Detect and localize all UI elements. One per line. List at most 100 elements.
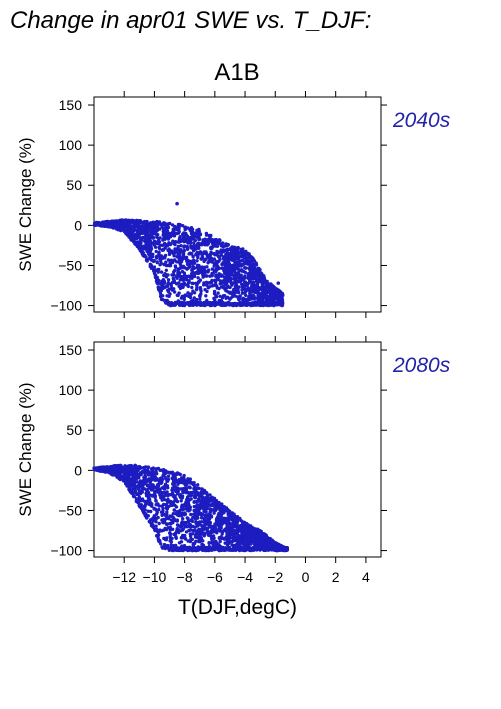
scatter-point <box>194 271 199 275</box>
scatter-point <box>162 273 166 278</box>
scatter-point <box>159 270 164 274</box>
scatter-point <box>233 249 237 253</box>
scatter-point <box>239 276 243 280</box>
scatter-point <box>214 294 218 298</box>
scatter-point <box>251 257 255 261</box>
scatter-point <box>190 271 194 276</box>
scatter-point <box>127 220 132 224</box>
scatter-point <box>164 268 168 272</box>
scatter-point <box>203 243 207 247</box>
scatter-point <box>236 265 240 269</box>
scatter-point <box>264 301 269 305</box>
scatter-point <box>186 301 191 305</box>
y-tick-label: −100 <box>50 298 82 314</box>
scatter-point <box>204 274 208 278</box>
scatter-point <box>221 545 225 550</box>
scatter-point <box>200 256 205 261</box>
scatter-point <box>234 279 238 283</box>
scatter-point <box>141 246 146 250</box>
scatter-point <box>204 280 209 284</box>
scatter-point <box>161 468 166 472</box>
scatter-point <box>190 281 194 285</box>
scatter-point <box>133 219 137 223</box>
scatter-point <box>144 240 148 244</box>
scatter-point <box>215 249 219 254</box>
scatter-point <box>114 226 118 230</box>
y-tick-label: −50 <box>58 502 82 518</box>
scatter-point <box>176 268 180 272</box>
scatter-point <box>153 245 158 249</box>
scatter-point <box>220 262 224 267</box>
scatter-point <box>228 276 233 280</box>
scatter-point <box>205 254 210 258</box>
scatter-point <box>204 257 208 261</box>
scatter-point <box>198 539 202 544</box>
scatter-point <box>271 289 276 293</box>
scatter-point <box>228 267 232 271</box>
scatter-point <box>129 463 133 468</box>
scatter-point <box>164 273 169 277</box>
scatter-point <box>150 266 154 270</box>
scatter-point <box>123 220 127 224</box>
scatter-point <box>176 231 181 235</box>
scatter-point <box>174 536 178 540</box>
scatter-point <box>186 266 190 270</box>
scatter-point <box>250 276 255 280</box>
scatter-point <box>256 285 260 289</box>
scatter-point <box>276 295 281 299</box>
scatter-point <box>136 230 140 235</box>
scatter-point <box>244 266 248 270</box>
scatter-point <box>161 229 165 234</box>
scatter-point <box>214 273 218 277</box>
x-tick-label: 4 <box>362 569 370 585</box>
scatter-point <box>151 523 155 527</box>
scatter-point <box>181 517 185 521</box>
scatter-point <box>204 231 209 236</box>
scatter-point <box>242 250 246 255</box>
scatter-point <box>152 507 156 511</box>
scatter-point <box>169 231 173 236</box>
scatter-point <box>221 302 225 306</box>
scatter-point <box>222 286 226 290</box>
scatter-point <box>232 287 236 292</box>
scatter-point <box>150 504 154 508</box>
scatter-point <box>234 536 238 540</box>
scatter-point <box>146 473 151 477</box>
scatter-point <box>181 285 185 289</box>
scatter-point <box>219 253 223 257</box>
scatter-point <box>189 292 193 296</box>
scatter-point <box>210 278 214 283</box>
scatter-point <box>183 525 187 529</box>
scatter-point <box>178 494 182 498</box>
scatter-point <box>188 539 193 544</box>
scatter-point <box>237 262 241 266</box>
scatter-point <box>166 278 171 282</box>
scatter-point <box>221 266 225 271</box>
scatter-point <box>164 506 169 510</box>
scatter-point <box>208 235 212 239</box>
scatter-point <box>241 247 245 251</box>
scatter-point <box>208 493 212 497</box>
scatter-point <box>139 224 143 229</box>
scatter-point <box>246 523 251 527</box>
scatter-point <box>146 465 151 469</box>
scatter-point <box>166 222 170 226</box>
scatter-point <box>175 260 179 264</box>
scatter-point <box>228 285 232 290</box>
scatter-point <box>176 271 180 275</box>
y-tick-label: 100 <box>59 137 83 153</box>
scatter-point <box>229 512 233 517</box>
scatter-point <box>156 530 160 534</box>
scatter-point <box>248 262 252 267</box>
x-tick-label: 0 <box>302 569 310 585</box>
scatter-point <box>181 265 185 270</box>
scatter-point <box>162 472 166 476</box>
scatter-point <box>175 499 180 504</box>
scatter-point <box>196 231 201 235</box>
scatter-point <box>149 488 154 492</box>
scatter-point <box>177 281 181 285</box>
scatter-point <box>196 241 201 245</box>
scatter-point <box>246 286 250 290</box>
scatter-point <box>164 226 168 231</box>
